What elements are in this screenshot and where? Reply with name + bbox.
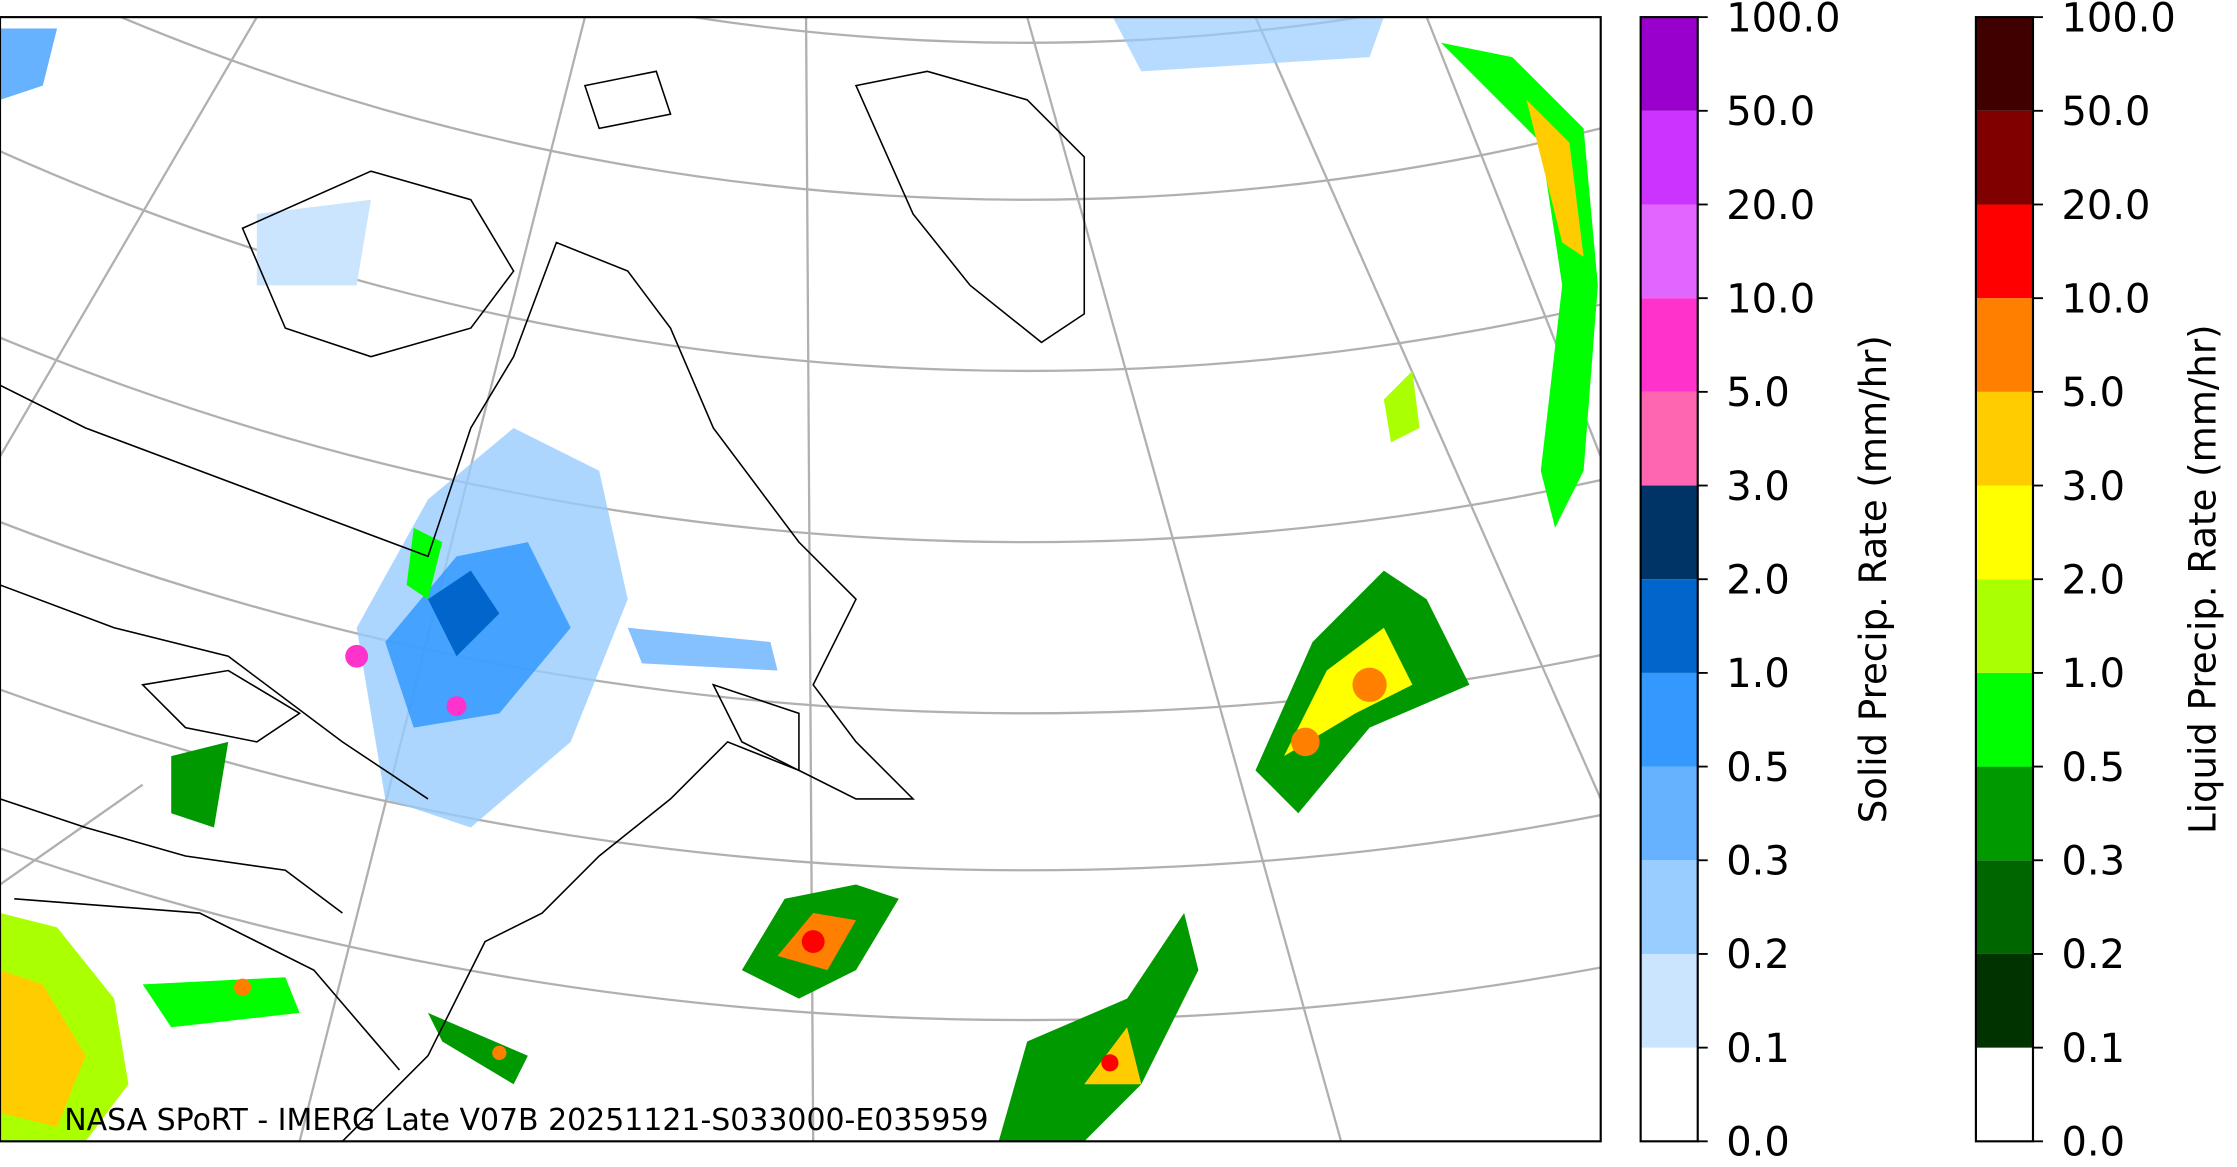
colorbar-segment [1640,391,1698,486]
tick-label: 100.0 [1726,0,1840,41]
colorbar-segment [1975,672,2033,767]
map-frame [0,16,1602,1143]
colorbar-segment [1640,579,1698,673]
colorbar-segment [1975,953,2033,1048]
annotation: NASA SPoRT - IMERG Late V07B 20251121-S0… [64,1103,988,1138]
colorbar-segment [1640,1047,1698,1142]
tick-label: 0.5 [2062,745,2126,791]
tick-label: 2.0 [1726,557,1790,603]
tick-label: 1.0 [1726,651,1790,697]
tick-label: 0.0 [2062,1120,2126,1166]
colorbar-segment [1975,204,2033,299]
tick-label: 0.1 [2062,1026,2126,1072]
colorbar-segment [1975,485,2033,580]
coastlines [0,70,1086,1142]
tick-label: 0.1 [1726,1026,1790,1072]
tick-label: 2.0 [2062,557,2126,603]
colorbar-segment [1640,110,1698,205]
colorbar-segment [1975,298,2033,392]
precip-rain [0,42,1598,1142]
tick-label: 50.0 [1726,89,1815,135]
tick-label: 20.0 [1726,183,1815,229]
tick-label: 0.2 [2062,932,2126,978]
tick-label: 1.0 [2062,651,2126,697]
tick-label: 5.0 [1726,370,1790,416]
tick-label: 10.0 [2062,276,2151,322]
tick-label: 0.2 [1726,932,1790,978]
colorbar-segment [1975,391,2033,486]
colorbar-segment [1640,860,1698,954]
map [0,17,1601,1142]
colorbar-segment [1640,766,1698,861]
colorbar-segment [1975,860,2033,954]
precip-snow [0,17,1384,828]
colorbar-segment [1975,579,2033,673]
colorbar-label: Liquid Precip. Rate (mm/hr) [2182,324,2225,834]
tick-label: 100.0 [2062,0,2176,41]
colorbar-segment [1640,204,1698,299]
colorbar-segment [1975,17,2033,111]
tick-label: 50.0 [2062,89,2151,135]
graticule [0,17,1601,1142]
colorbar-segment [1975,110,2033,205]
colorbar-label: Solid Precip. Rate (mm/hr) [1852,335,1895,823]
colorbar-segment [1975,1047,2033,1142]
tick-label: 0.5 [1726,745,1790,791]
tick-label: 3.0 [1726,464,1790,510]
colorbar-segment [1640,953,1698,1048]
tick-label: 0.0 [1726,1120,1790,1166]
tick-label: 20.0 [2062,183,2151,229]
tick-label: 5.0 [2062,370,2126,416]
colorbar-segment [1640,298,1698,392]
tick-label: 3.0 [2062,464,2126,510]
colorbar-segment [1640,17,1698,111]
tick-label: 0.3 [2062,839,2126,885]
colorbar-segment [1640,485,1698,580]
tick-label: 0.3 [1726,839,1790,885]
colorbar-segment [1975,766,2033,861]
colorbar-segment [1640,672,1698,767]
tick-label: 10.0 [1726,276,1815,322]
